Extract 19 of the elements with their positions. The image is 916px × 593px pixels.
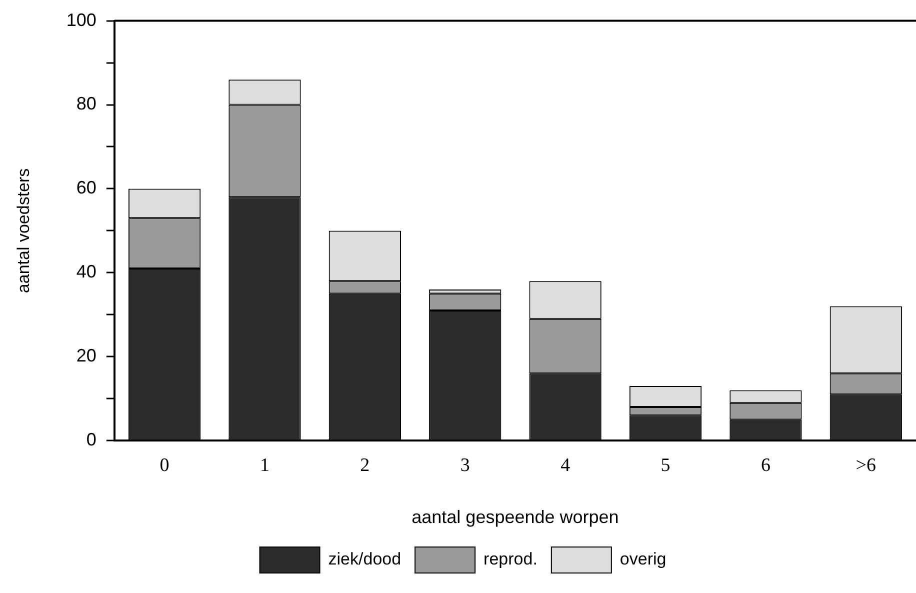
x-tick-label: >6 [856,454,876,476]
y-tick-label: 20 [76,346,96,366]
y-tick-label: 0 [86,430,96,450]
x-axis-title: aantal gespeende worpen [412,507,619,528]
x-tick-label: 5 [660,454,670,476]
x-tick-label: 1 [260,454,270,476]
x-tick-label: 2 [360,454,370,476]
x-tick-label: 0 [160,454,170,476]
y-tick-label: 60 [76,178,96,198]
y-tick-label: 80 [76,94,96,114]
legend-label: overig [620,550,666,569]
y-axis-title: aantal voedsters [14,168,33,294]
y-tick-label: 100 [66,10,96,30]
x-tick-label: 6 [760,454,770,476]
y-tick-label: 40 [76,262,96,282]
x-tick-label: 3 [460,454,470,476]
legend-label: ziek/dood [328,550,402,569]
x-tick-label: 4 [560,454,571,476]
legend-label: reprod. [484,550,538,569]
